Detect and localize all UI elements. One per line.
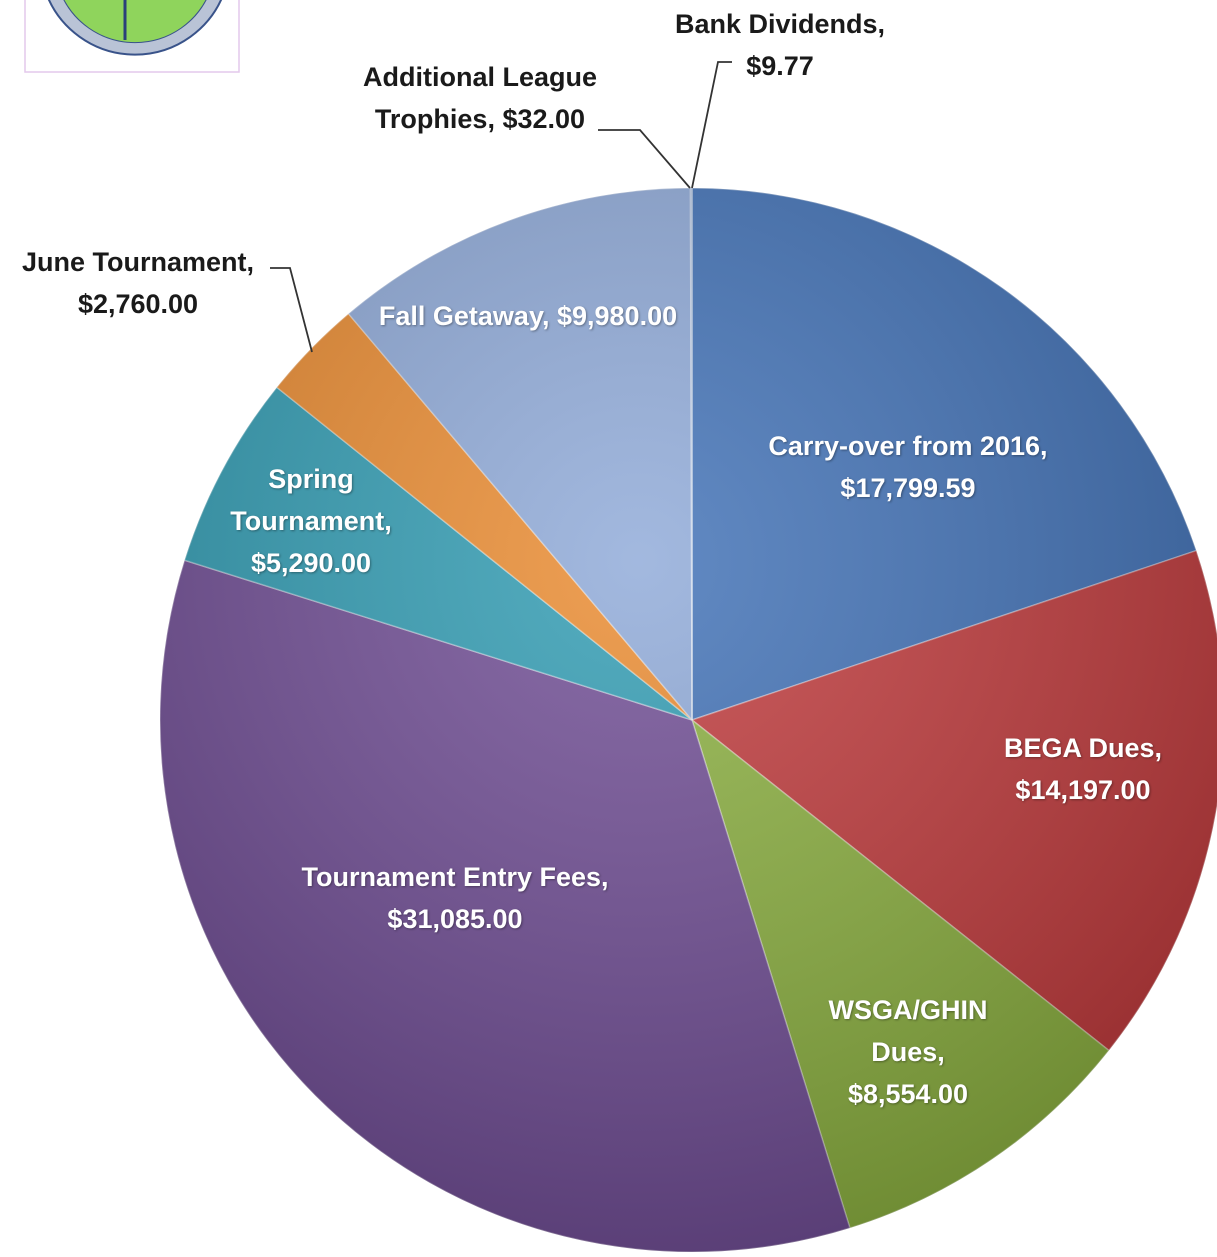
logo	[24, 0, 240, 73]
category-label: WSGA/GHIN Dues,	[828, 995, 988, 1067]
leader-line	[270, 267, 313, 353]
slice-label: Tournament Entry Fees, $31,085.00	[255, 856, 655, 940]
category-label: Carry-over from 2016,	[768, 431, 1048, 461]
category-label: Fall Getaway,	[378, 301, 550, 331]
value-label: $2,760.00	[77, 289, 199, 319]
slice-label: Fall Getaway, $9,980.00	[378, 295, 678, 337]
slice-label: Additional League Trophies, $32.00	[345, 56, 615, 140]
leader-line	[691, 61, 732, 189]
category-label: Spring Tournament,	[230, 464, 392, 536]
value-label: $17,799.59	[840, 473, 976, 503]
slice-label: Carry-over from 2016, $17,799.59	[728, 425, 1088, 509]
category-label: Bank Dividends,	[674, 9, 886, 39]
slice-label: WSGA/GHIN Dues, $8,554.00	[823, 989, 993, 1115]
value-label: $14,197.00	[1015, 775, 1151, 805]
value-label: $5,290.00	[250, 548, 372, 578]
slice-label: Spring Tournament, $5,290.00	[226, 458, 396, 584]
category-label: Additional League Trophies,	[362, 62, 597, 134]
slice-label: Bank Dividends, $9.77	[660, 3, 900, 87]
category-label: BEGA Dues,	[1003, 733, 1163, 763]
value-label: $32.00	[502, 104, 586, 134]
value-label: $9.77	[746, 51, 814, 81]
slice-label: June Tournament, $2,760.00	[8, 241, 268, 325]
leader-line	[598, 129, 691, 189]
pie	[159, 187, 1217, 1253]
category-label: Tournament Entry Fees,	[301, 862, 609, 892]
value-label: $31,085.00	[387, 904, 523, 934]
leader-lines	[270, 61, 732, 353]
category-label: June Tournament,	[21, 247, 255, 277]
value-label: $8,554.00	[847, 1079, 969, 1109]
value-label: $9,980.00	[556, 301, 678, 331]
slice-label: BEGA Dues, $14,197.00	[983, 727, 1183, 811]
